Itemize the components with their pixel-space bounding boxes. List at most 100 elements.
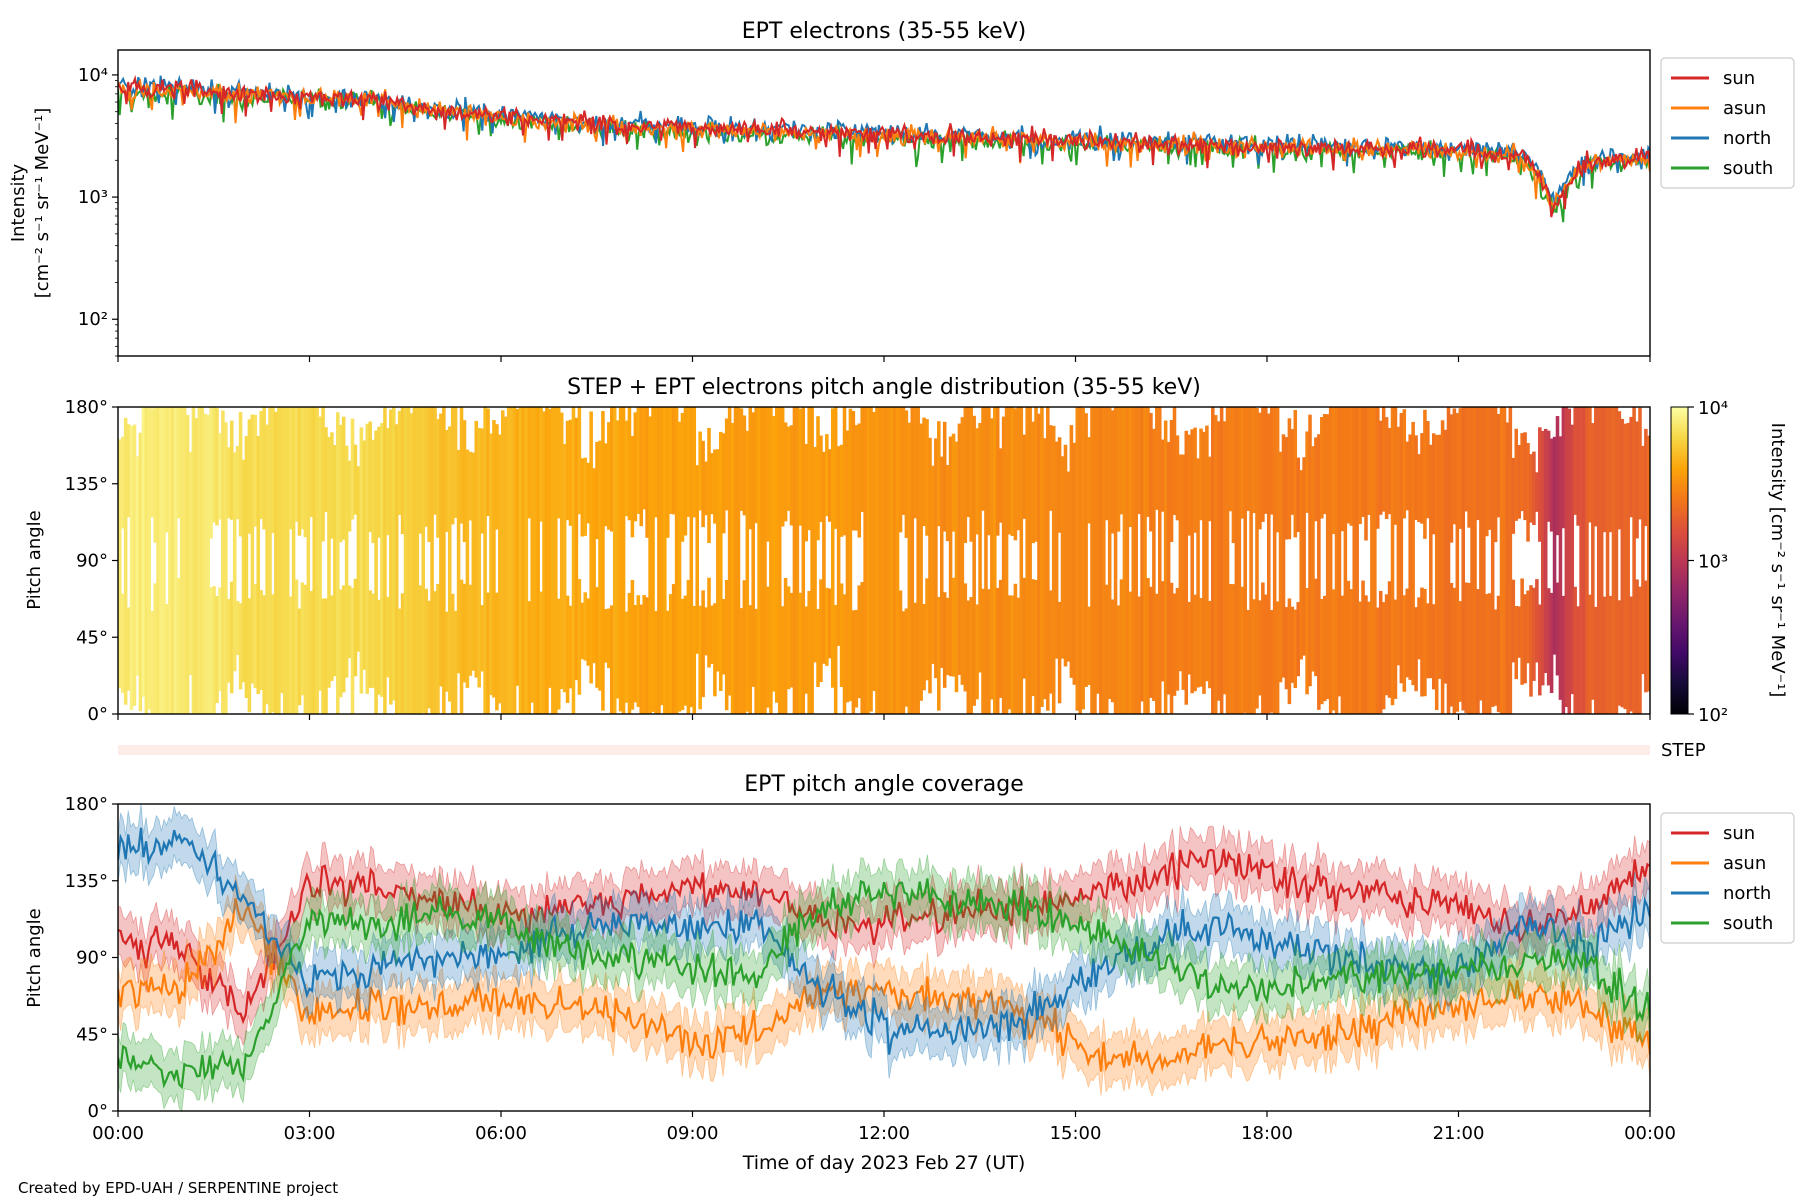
heatmap-cell [1190,429,1194,694]
heatmap-cell [1261,582,1265,714]
heatmap-cell [1517,444,1521,519]
coverage-band-sun [118,824,1650,1047]
heatmap-cell [1608,407,1613,533]
heatmap-cell [247,598,252,713]
heatmap-cell [400,593,405,714]
heatmap-cell [1523,432,1527,521]
heatmap-cell [200,407,205,714]
heatmap-cell [229,581,234,694]
heatmap-cell [592,468,596,664]
heatmap-cell [126,607,131,691]
heatmap-cell [1231,584,1236,714]
heatmap-cell [129,425,134,710]
heatmap-cell [362,440,367,670]
heatmap-cell [1275,407,1280,533]
heatmap-cell [1514,428,1519,521]
heatmap-cell [836,446,841,646]
heatmap-cell [380,423,384,697]
heatmap-cell [1155,407,1159,510]
heatmap-cell [1125,407,1130,714]
heatmap-cell [1187,434,1191,536]
heatmap-cell [1461,407,1465,711]
heatmap-cell [282,407,287,714]
heatmap-cell [403,407,408,714]
heatmap-cell [942,592,947,688]
heatmap-cell [774,407,779,703]
heatmap-cell [1532,587,1536,681]
heatmap-cell [150,408,154,518]
heatmap-cell [848,408,853,702]
heatmap-cell [1043,438,1047,700]
heatmap-cell [1402,409,1407,519]
heatmap-cell [1493,609,1498,706]
heatmap-cell [347,585,352,659]
x-axis-label: Time of day 2023 Feb 27 (UT) [742,1152,1026,1174]
heatmap-cell [739,608,744,714]
heatmap-cell [453,610,458,714]
heatmap-cell [383,407,387,714]
heatmap-cell [1378,420,1383,515]
heatmap-cell [875,407,879,714]
y-tick-label: 180° [65,397,108,418]
coverage-line-north [118,827,1650,1055]
heatmap-cell [265,424,269,705]
heatmap-cell [663,407,667,714]
heatmap-cell [1358,407,1362,525]
heatmap-cell [524,407,529,714]
legend-label-south: south [1723,913,1773,934]
heatmap-cell [639,604,644,714]
heatmap-cell [1641,445,1645,675]
heatmap-cell [1614,407,1619,714]
heatmap-cell [1644,428,1648,527]
heatmap-cell [993,407,997,714]
heatmap-cell [633,412,638,522]
heatmap-cell [1431,604,1436,690]
heatmap-cell [527,407,532,519]
heatmap-cell [721,433,726,534]
heatmap-cell [1193,594,1197,692]
heatmap-cell [1532,451,1536,526]
heatmap-cell [132,424,137,706]
heatmap-cell [188,451,193,676]
intensity-title: EPT electrons (35-55 keV) [742,19,1027,44]
heatmap-cell [277,407,281,714]
coverage-y-ticks: 0° 45° 90° 135° 180° [65,794,118,1122]
heatmap-cell [1128,407,1133,527]
heatmap-cell [786,586,791,690]
heatmap-cell [530,407,535,703]
heatmap-cell [1579,407,1583,714]
heatmap-cell [1013,408,1018,541]
heatmap-cell [539,407,543,522]
y-tick-label: 90° [76,551,108,572]
heatmap-cell [1384,417,1389,520]
heatmap-cell [486,592,490,714]
heatmap-cell [683,407,688,536]
heatmap-cell [1146,407,1150,517]
heatmap-cell [1417,454,1421,523]
heatmap-cell [680,598,685,711]
heatmap-cell [1561,407,1566,529]
heatmap-cell [539,591,543,714]
heatmap-cell [1104,407,1109,521]
heatmap-cell [350,587,355,714]
heatmap-cell [1084,413,1088,687]
heatmap-cell [480,428,484,534]
heatmap-cell [445,611,449,692]
heatmap-cell [766,586,770,708]
heatmap-cell [686,579,691,714]
heatmap-cell [477,427,481,688]
heatmap-cell [179,407,184,714]
heatmap-cell [368,421,372,533]
heatmap-cell [1535,579,1539,663]
heatmap-cell [898,407,903,533]
heatmap-cell [468,451,473,521]
heatmap-cell [689,407,694,708]
heatmap-cell [1340,407,1345,532]
heatmap-cell [247,419,252,534]
heatmap-cell [1143,407,1147,714]
heatmap-cell [633,604,638,703]
heatmap-cell [1505,422,1510,714]
heatmap-cell [1169,582,1174,714]
heatmap-cell [783,577,788,714]
